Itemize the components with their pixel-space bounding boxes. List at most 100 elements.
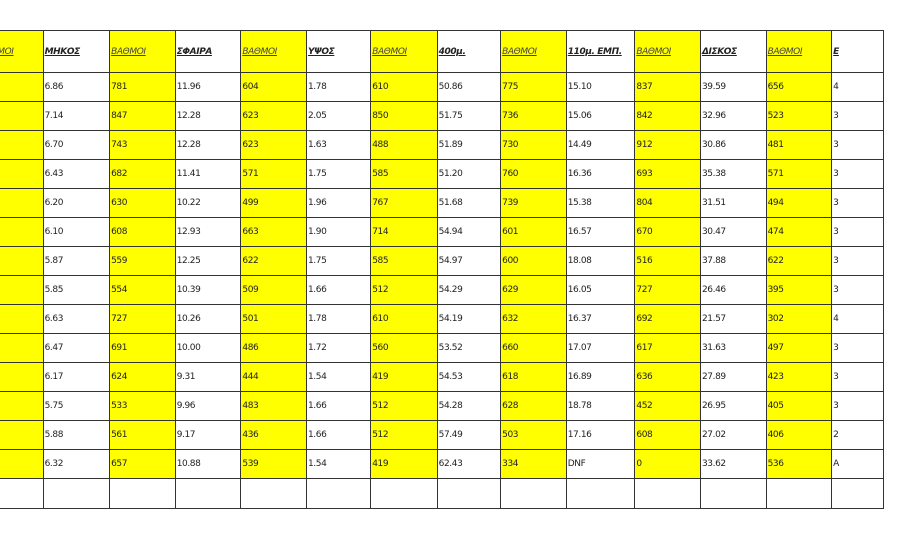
empty-cell[interactable]	[436, 478, 502, 509]
empty-cell[interactable]	[305, 478, 372, 509]
column-header[interactable]: 400μ.	[436, 30, 502, 73]
points-cell[interactable]: 657	[109, 449, 176, 479]
points-cell[interactable]: 536	[765, 449, 833, 479]
result-cell[interactable]: 5.75	[42, 391, 111, 421]
points-cell[interactable]: 622	[240, 246, 307, 276]
result-cell[interactable]: 3	[831, 362, 884, 392]
result-cell[interactable]: 15.06	[565, 101, 636, 131]
points-cell[interactable]	[0, 362, 44, 392]
points-cell[interactable]: 560	[370, 333, 438, 363]
result-cell[interactable]: 54.97	[436, 246, 502, 276]
result-cell[interactable]: 51.68	[436, 188, 502, 218]
points-cell[interactable]: 630	[109, 188, 176, 218]
result-cell[interactable]: 54.28	[436, 391, 502, 421]
result-cell[interactable]: 27.89	[699, 362, 767, 392]
points-cell[interactable]: 736	[500, 101, 567, 131]
result-cell[interactable]: 54.94	[436, 217, 502, 247]
points-cell[interactable]: 334	[500, 449, 567, 479]
result-cell[interactable]: 1.66	[305, 275, 372, 305]
result-cell[interactable]: 18.08	[565, 246, 636, 276]
result-cell[interactable]: 7.14	[42, 101, 111, 131]
result-cell[interactable]: 10.88	[174, 449, 242, 479]
points-cell[interactable]: 739	[500, 188, 567, 218]
points-cell[interactable]: 618	[500, 362, 567, 392]
points-cell[interactable]: 512	[370, 275, 438, 305]
points-cell[interactable]: 714	[370, 217, 438, 247]
result-cell[interactable]: 10.22	[174, 188, 242, 218]
points-cell[interactable]: 512	[370, 420, 438, 450]
points-cell[interactable]: 730	[500, 130, 567, 160]
result-cell[interactable]: DNF	[565, 449, 636, 479]
points-cell[interactable]: 601	[500, 217, 567, 247]
points-cell[interactable]: 436	[240, 420, 307, 450]
result-cell[interactable]: 39.59	[699, 72, 767, 102]
result-cell[interactable]: 14.49	[565, 130, 636, 160]
column-header[interactable]: ΥΨΟΣ	[305, 30, 372, 73]
points-cell[interactable]: 629	[500, 275, 567, 305]
column-header[interactable]: ΒΑΘΜΟΙ	[240, 30, 307, 73]
points-cell[interactable]	[0, 420, 44, 450]
points-cell[interactable]: 501	[240, 304, 307, 334]
points-cell[interactable]: 533	[109, 391, 176, 421]
result-cell[interactable]: 1.66	[305, 420, 372, 450]
points-cell[interactable]	[0, 130, 44, 160]
result-cell[interactable]: 2	[831, 420, 884, 450]
points-cell[interactable]: 670	[634, 217, 701, 247]
empty-cell[interactable]	[565, 478, 636, 509]
result-cell[interactable]: 37.88	[699, 246, 767, 276]
column-header[interactable]: ΜΗΚΟΣ	[42, 30, 111, 73]
result-cell[interactable]: 9.17	[174, 420, 242, 450]
column-header[interactable]: 110μ. ΕΜΠ.	[565, 30, 636, 73]
result-cell[interactable]: 9.96	[174, 391, 242, 421]
result-cell[interactable]: 11.96	[174, 72, 242, 102]
column-header[interactable]: ΒΑΘΜΟΙ	[634, 30, 701, 73]
points-cell[interactable]: 624	[109, 362, 176, 392]
result-cell[interactable]: 2.05	[305, 101, 372, 131]
points-cell[interactable]	[0, 391, 44, 421]
result-cell[interactable]: 5.87	[42, 246, 111, 276]
points-cell[interactable]: 509	[240, 275, 307, 305]
result-cell[interactable]: 6.70	[42, 130, 111, 160]
result-cell[interactable]: 3	[831, 101, 884, 131]
points-cell[interactable]	[0, 101, 44, 131]
result-cell[interactable]: 3	[831, 217, 884, 247]
result-cell[interactable]: 1.78	[305, 304, 372, 334]
points-cell[interactable]: 608	[109, 217, 176, 247]
column-header[interactable]: ΒΑΘΜΟΙ	[109, 30, 176, 73]
points-cell[interactable]: 604	[240, 72, 307, 102]
points-cell[interactable]: 523	[765, 101, 833, 131]
points-cell[interactable]: 636	[634, 362, 701, 392]
points-cell[interactable]	[0, 304, 44, 334]
result-cell[interactable]: 10.39	[174, 275, 242, 305]
result-cell[interactable]: 16.57	[565, 217, 636, 247]
result-cell[interactable]: 54.19	[436, 304, 502, 334]
points-cell[interactable]: 554	[109, 275, 176, 305]
points-cell[interactable]: 452	[634, 391, 701, 421]
points-cell[interactable]: 847	[109, 101, 176, 131]
empty-cell[interactable]	[831, 478, 884, 509]
result-cell[interactable]: 5.85	[42, 275, 111, 305]
empty-cell[interactable]	[500, 478, 567, 509]
points-cell[interactable]: 692	[634, 304, 701, 334]
empty-cell[interactable]	[240, 478, 307, 509]
column-header[interactable]: ΒΑΘΜΟΙ	[0, 30, 44, 73]
points-cell[interactable]: 775	[500, 72, 567, 102]
result-cell[interactable]: 1.90	[305, 217, 372, 247]
result-cell[interactable]: 6.86	[42, 72, 111, 102]
points-cell[interactable]: 632	[500, 304, 567, 334]
empty-cell[interactable]	[0, 478, 44, 509]
result-cell[interactable]: 1.96	[305, 188, 372, 218]
points-cell[interactable]: 727	[634, 275, 701, 305]
points-cell[interactable]	[0, 159, 44, 189]
points-cell[interactable]	[0, 246, 44, 276]
points-cell[interactable]: 539	[240, 449, 307, 479]
points-cell[interactable]: 561	[109, 420, 176, 450]
result-cell[interactable]: 6.17	[42, 362, 111, 392]
empty-cell[interactable]	[634, 478, 701, 509]
points-cell[interactable]: 571	[240, 159, 307, 189]
result-cell[interactable]: 6.47	[42, 333, 111, 363]
points-cell[interactable]: 405	[765, 391, 833, 421]
points-cell[interactable]: 503	[500, 420, 567, 450]
result-cell[interactable]: 12.25	[174, 246, 242, 276]
column-header[interactable]: ΒΑΘΜΟΙ	[765, 30, 833, 73]
